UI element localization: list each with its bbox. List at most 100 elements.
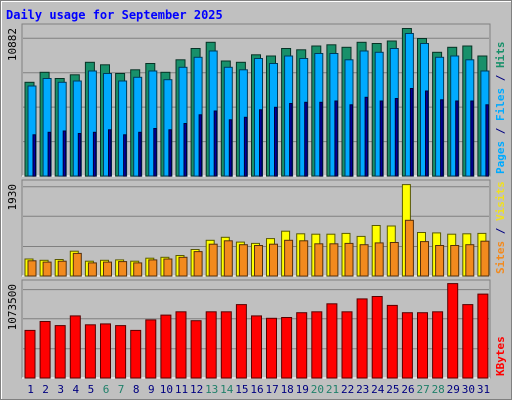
day-axis: 1 2 3 4 5 6 7 8 9 10 11 12 13 14 15 16 17 18 19 20 21 22 23 24 2… [27, 383, 490, 396]
sites-bar-day-30 [465, 244, 475, 277]
kbytes-bar-day-22 [341, 311, 353, 379]
day-label-1: 1 [27, 383, 34, 396]
kbytes-bar-day-31 [477, 293, 489, 379]
pages-bar-day-3 [62, 130, 67, 177]
day-label-30: 30 [462, 383, 475, 396]
day-label-23: 23 [356, 383, 369, 396]
visits-side-label-part-0: Sites [494, 241, 507, 274]
pages-bar-day-13 [213, 110, 218, 177]
day-label-4: 4 [72, 383, 79, 396]
visits-scale-label: 1930 [6, 184, 19, 211]
day-label-27: 27 [416, 383, 429, 396]
kbytes-bar-day-14 [220, 311, 232, 379]
sites-bar-day-7 [118, 261, 128, 277]
kbytes-side-label-part-0: KBytes [494, 336, 507, 376]
hits-side-label-part-3: / [494, 68, 507, 88]
kbytes-bar-day-25 [386, 304, 398, 379]
sites-bar-day-5 [87, 262, 97, 277]
sites-bar-day-10 [163, 258, 173, 277]
pages-bar-day-5 [92, 131, 97, 177]
kbytes-bar-day-7 [115, 325, 127, 379]
visits-panel: 1930 Sites / Visits [6, 179, 507, 277]
kbytes-bar-day-16 [251, 315, 262, 379]
day-label-24: 24 [371, 383, 385, 396]
kbytes-bar-day-29 [447, 283, 459, 379]
sites-bar-day-6 [103, 261, 112, 277]
sites-bar-day-8 [133, 262, 143, 277]
sites-bar-day-11 [178, 256, 188, 277]
pages-bar-day-14 [228, 119, 233, 177]
day-label-3: 3 [57, 383, 64, 396]
day-label-13: 13 [205, 383, 218, 396]
sites-bar-day-12 [193, 251, 203, 277]
files-bar-day-6 [103, 73, 112, 177]
hits-panel: 10882 Pages / Files / Hits [6, 23, 507, 177]
kbytes-bar-day-27 [417, 312, 428, 379]
pages-bar-day-6 [108, 129, 112, 177]
files-bar-day-8 [133, 76, 143, 177]
pages-bar-day-1 [32, 134, 36, 177]
day-label-16: 16 [250, 383, 263, 396]
sites-bar-day-17 [269, 243, 278, 277]
files-bar-day-10 [163, 79, 173, 177]
files-bar-day-11 [178, 66, 188, 177]
files-bar-day-3 [57, 81, 67, 177]
kbytes-side-label: KBytes [494, 336, 507, 376]
day-label-25: 25 [386, 383, 399, 396]
sites-bar-day-31 [480, 240, 490, 277]
pages-bar-day-25 [394, 98, 399, 177]
pages-bar-day-16 [259, 109, 263, 177]
pages-bar-day-8 [138, 131, 142, 177]
pages-bar-day-19 [304, 101, 308, 177]
day-label-28: 28 [432, 383, 445, 396]
files-bar-day-7 [118, 80, 128, 177]
day-label-29: 29 [447, 383, 460, 396]
day-label-12: 12 [190, 383, 203, 396]
kbytes-bar-day-13 [205, 311, 217, 379]
kbytes-panel: 1073500 KBytes [6, 279, 507, 379]
day-label-2: 2 [42, 383, 49, 396]
sites-bar-day-14 [223, 240, 233, 277]
pages-bar-day-9 [153, 128, 157, 177]
kbytes-bar-day-10 [160, 314, 172, 379]
day-label-14: 14 [220, 383, 234, 396]
sites-bar-day-23 [359, 244, 369, 277]
day-label-19: 19 [296, 383, 309, 396]
sites-bar-day-24 [374, 242, 384, 277]
kbytes-bar-day-20 [311, 311, 323, 379]
day-label-10: 10 [160, 383, 173, 396]
day-label-26: 26 [401, 383, 414, 396]
kbytes-bar-day-21 [326, 303, 338, 379]
pages-bar-day-12 [198, 114, 203, 177]
day-label-22: 22 [341, 383, 354, 396]
sites-bar-day-26 [404, 219, 414, 277]
pages-bar-day-29 [455, 100, 459, 177]
visits-side-label-part-1: / [494, 221, 507, 241]
pages-bar-day-30 [470, 100, 474, 177]
hits-scale-label: 10882 [6, 28, 19, 61]
sites-bar-day-16 [254, 245, 263, 277]
day-label-20: 20 [311, 383, 324, 396]
sites-bar-day-19 [299, 240, 309, 277]
day-label-5: 5 [88, 383, 95, 396]
sites-bar-day-13 [208, 243, 218, 277]
hits-side-label-part-0: Pages [494, 141, 507, 174]
pages-bar-day-24 [379, 100, 384, 177]
sites-bar-day-25 [389, 242, 399, 277]
sites-bar-day-3 [57, 260, 67, 277]
sites-bar-day-22 [344, 242, 354, 277]
sites-bar-day-28 [435, 245, 445, 277]
sites-bar-day-21 [329, 243, 339, 277]
sites-bar-day-15 [238, 244, 248, 277]
kbytes-bar-day-24 [371, 296, 383, 379]
sites-bar-day-1 [27, 260, 37, 277]
day-label-17: 17 [265, 383, 278, 396]
sites-bar-day-29 [450, 245, 460, 277]
kbytes-bar-day-4 [69, 315, 81, 379]
pages-bar-day-18 [289, 103, 293, 177]
day-label-11: 11 [175, 383, 188, 396]
visits-side-label: Sites / Visits [494, 181, 507, 274]
kbytes-bar-day-28 [432, 311, 444, 379]
sites-bar-day-4 [72, 252, 82, 277]
